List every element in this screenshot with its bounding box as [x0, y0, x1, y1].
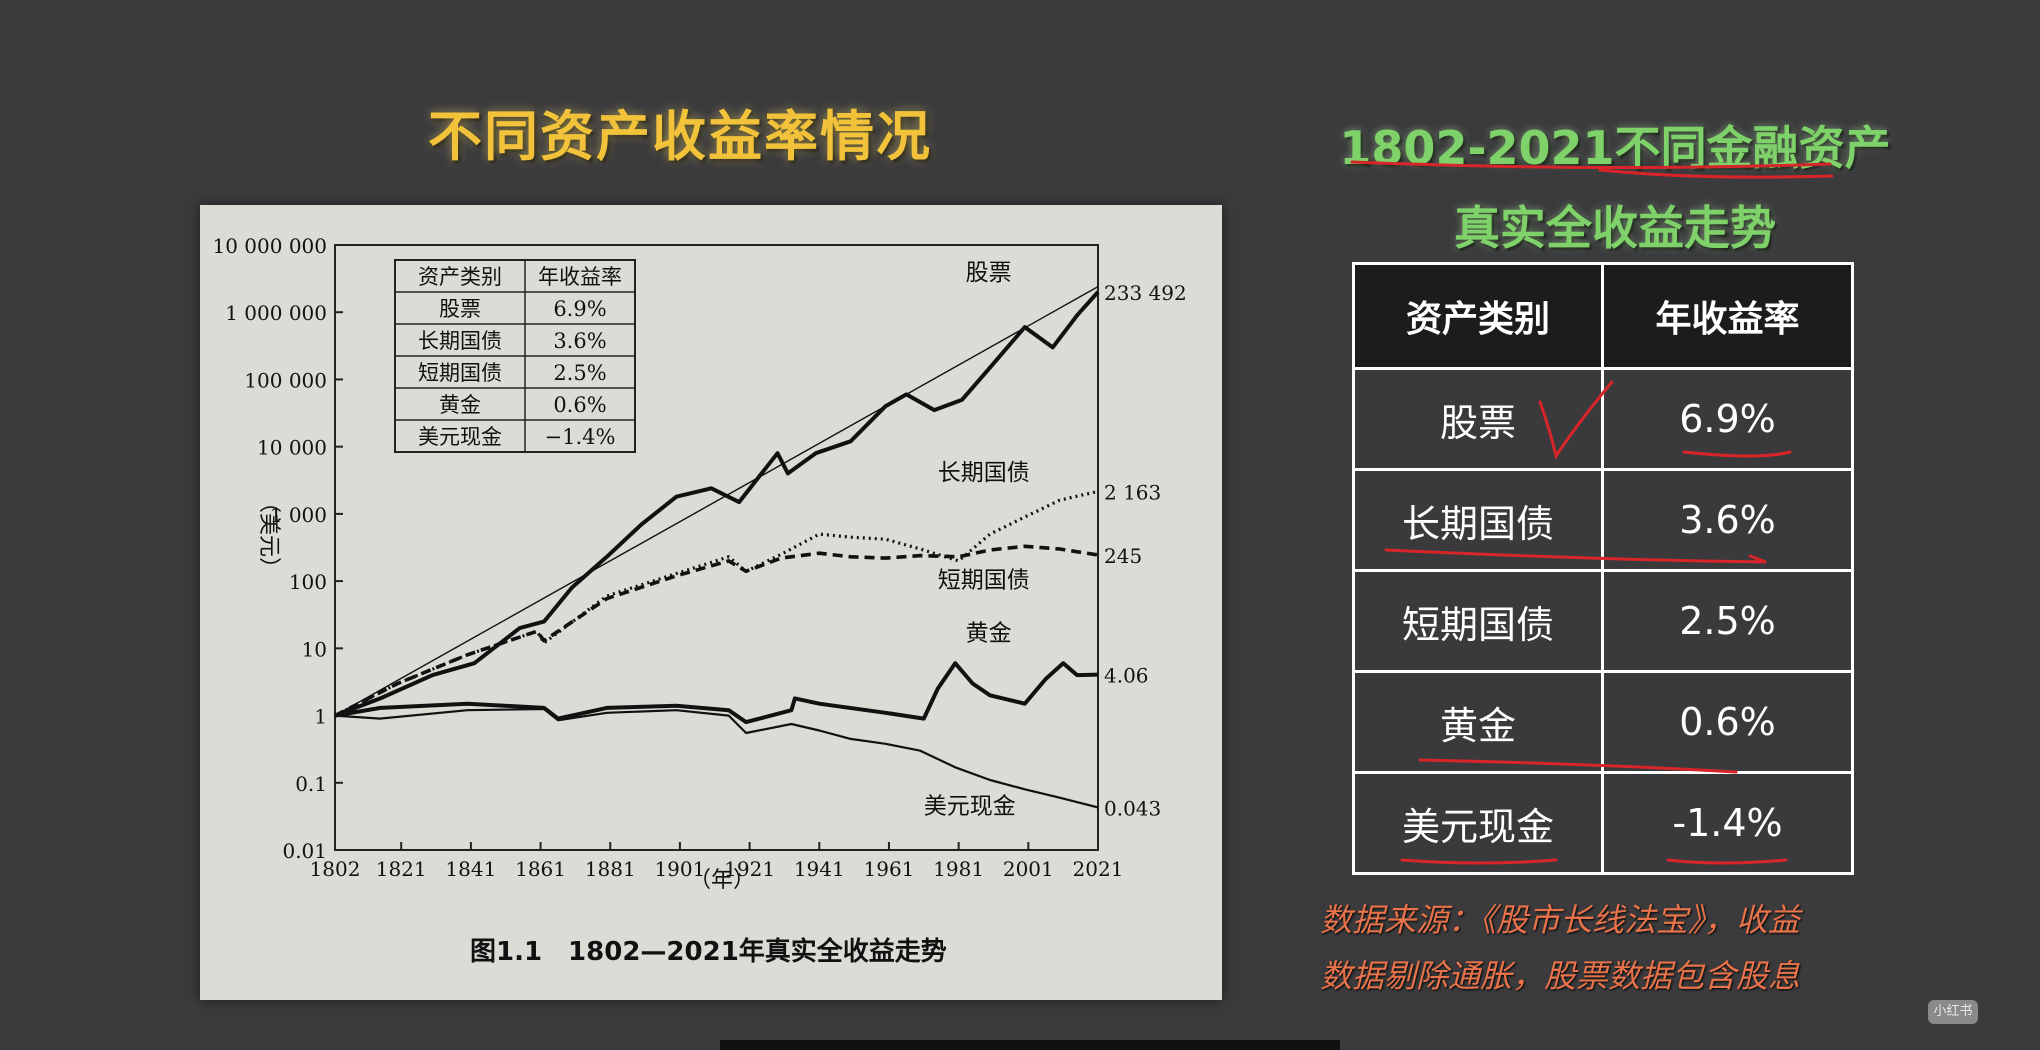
chart-photo: 10 000 000 1 000 000 100 000 10 000 1 000 100… — [200, 205, 1222, 1000]
x-axis-label: （年） — [689, 868, 755, 893]
series-name-label: 长期国债 — [938, 460, 1030, 486]
chart-labels: 股票 233 492 长期国债 2 163 短期国债 245 黄金 4.06 美元现金 0.043 — [924, 260, 1187, 820]
y-tick-label: 1 000 000 — [225, 301, 327, 325]
inset-cell-rate: 2.5% — [553, 361, 606, 385]
table-row: 黄金 0.6% — [1352, 670, 1854, 774]
data-source-note: 数据来源：《股市长线法宝》，收益 数据剔除通胀，股票数据包含股息 — [1320, 892, 1890, 1004]
asset-name: 股票 — [1352, 367, 1604, 471]
y-axis-label: （美元） — [256, 491, 281, 579]
asset-rate: 0.6% — [1601, 670, 1854, 774]
inset-cell-rate: 6.9% — [553, 297, 606, 321]
series-name-label: 美元现金 — [924, 793, 1016, 819]
series-line — [334, 707, 1099, 809]
source-line-2: 数据剔除通胀，股票数据包含股息 — [1320, 957, 1801, 995]
x-tick-label: 1881 — [585, 857, 636, 881]
inset-cell-rate: 0.6% — [553, 393, 606, 417]
figure-caption: 图1.1 1802—2021年真实全收益走势 — [470, 936, 947, 967]
asset-name: 美元现金 — [1352, 771, 1604, 875]
y-tick-label: 0.01 — [282, 839, 327, 863]
inset-cell-asset: 短期国债 — [418, 361, 502, 385]
y-tick-label: 100 — [289, 570, 327, 594]
x-tick-label: 1901 — [654, 857, 705, 881]
x-tick-label: 1941 — [794, 857, 845, 881]
series-name-label: 黄金 — [966, 621, 1012, 647]
inset-cell-asset: 黄金 — [439, 393, 481, 417]
x-tick-label: 2021 — [1073, 857, 1124, 881]
series-end-label: 4.06 — [1104, 664, 1149, 688]
x-tick-label: 1841 — [445, 857, 496, 881]
header-asset-class: 资产类别 — [1352, 262, 1604, 370]
subtitle-bar — [720, 1040, 1340, 1050]
source-line-1: 数据来源：《股市长线法宝》，收益 — [1320, 901, 1801, 939]
inset-cell-rate: 3.6% — [553, 329, 606, 353]
right-panel-title: 1802-2021不同金融资产 — [1339, 121, 1891, 175]
x-tick-label: 1961 — [864, 857, 915, 881]
x-tick-label: 1802 — [310, 857, 361, 881]
asset-rate: 6.9% — [1601, 367, 1854, 471]
inset-cell-asset: 股票 — [439, 297, 481, 321]
y-tick-label: 10 — [302, 637, 327, 661]
y-tick-label: 10 000 — [257, 436, 327, 460]
inset-cell-asset: 美元现金 — [418, 425, 502, 449]
plot-frame — [334, 244, 1099, 851]
asset-rate: -1.4% — [1601, 771, 1854, 875]
series-name-label: 短期国债 — [938, 568, 1030, 594]
inset-cell-rate: −1.4% — [545, 425, 616, 449]
header-annual-return: 年收益率 — [1601, 262, 1854, 370]
x-tick-label: 1981 — [933, 857, 984, 881]
series-end-label: 245 — [1104, 544, 1142, 568]
stock-trend-line — [334, 286, 1099, 717]
series-end-label: 0.043 — [1104, 796, 1161, 820]
watermark-badge: 小红书 — [1928, 1000, 1978, 1024]
asset-rate: 3.6% — [1601, 468, 1854, 572]
table-row: 短期国债 2.5% — [1352, 569, 1854, 673]
series-end-label: 2 163 — [1104, 480, 1161, 504]
inset-cell-asset: 长期国债 — [418, 329, 502, 353]
asset-name: 长期国债 — [1352, 468, 1604, 572]
y-tick-label: 1 — [314, 705, 327, 729]
series-line — [334, 661, 1099, 725]
series-line — [334, 290, 1100, 718]
table-row: 长期国债 3.6% — [1352, 468, 1854, 572]
asset-rate: 2.5% — [1601, 569, 1854, 673]
inset-cell-asset: 资产类别 — [418, 265, 502, 289]
page-title: 不同资产收益率情况 — [428, 105, 932, 168]
x-tick-label: 2001 — [1003, 857, 1054, 881]
table-row: 股票 6.9% — [1352, 367, 1854, 471]
y-tick-label: 0.1 — [295, 772, 327, 796]
series-end-label: 233 492 — [1104, 281, 1187, 305]
table-header-row: 资产类别 年收益率 — [1352, 262, 1854, 370]
table-row: 美元现金 -1.4% — [1352, 771, 1854, 875]
right-panel-subtitle: 真实全收益走势 — [1454, 201, 1776, 255]
x-tick-label: 1921 — [724, 857, 775, 881]
asset-name: 短期国债 — [1352, 569, 1604, 673]
x-tick-label: 1821 — [376, 857, 427, 881]
series-line — [334, 489, 1099, 718]
chart-series — [334, 286, 1100, 809]
y-tick-label: 10 000 000 — [212, 234, 327, 258]
series-name-label: 股票 — [966, 260, 1012, 286]
x-tick-label: 1861 — [515, 857, 566, 881]
y-tick-label: 1 000 — [270, 503, 327, 527]
asset-name: 黄金 — [1352, 670, 1604, 774]
inset-cell-rate: 年收益率 — [538, 265, 622, 289]
y-tick-label: 100 000 — [244, 368, 327, 392]
returns-table: 资产类别 年收益率 股票 6.9% 长期国债 3.6% 短期国债 2.5% 黄金… — [1352, 262, 1854, 875]
